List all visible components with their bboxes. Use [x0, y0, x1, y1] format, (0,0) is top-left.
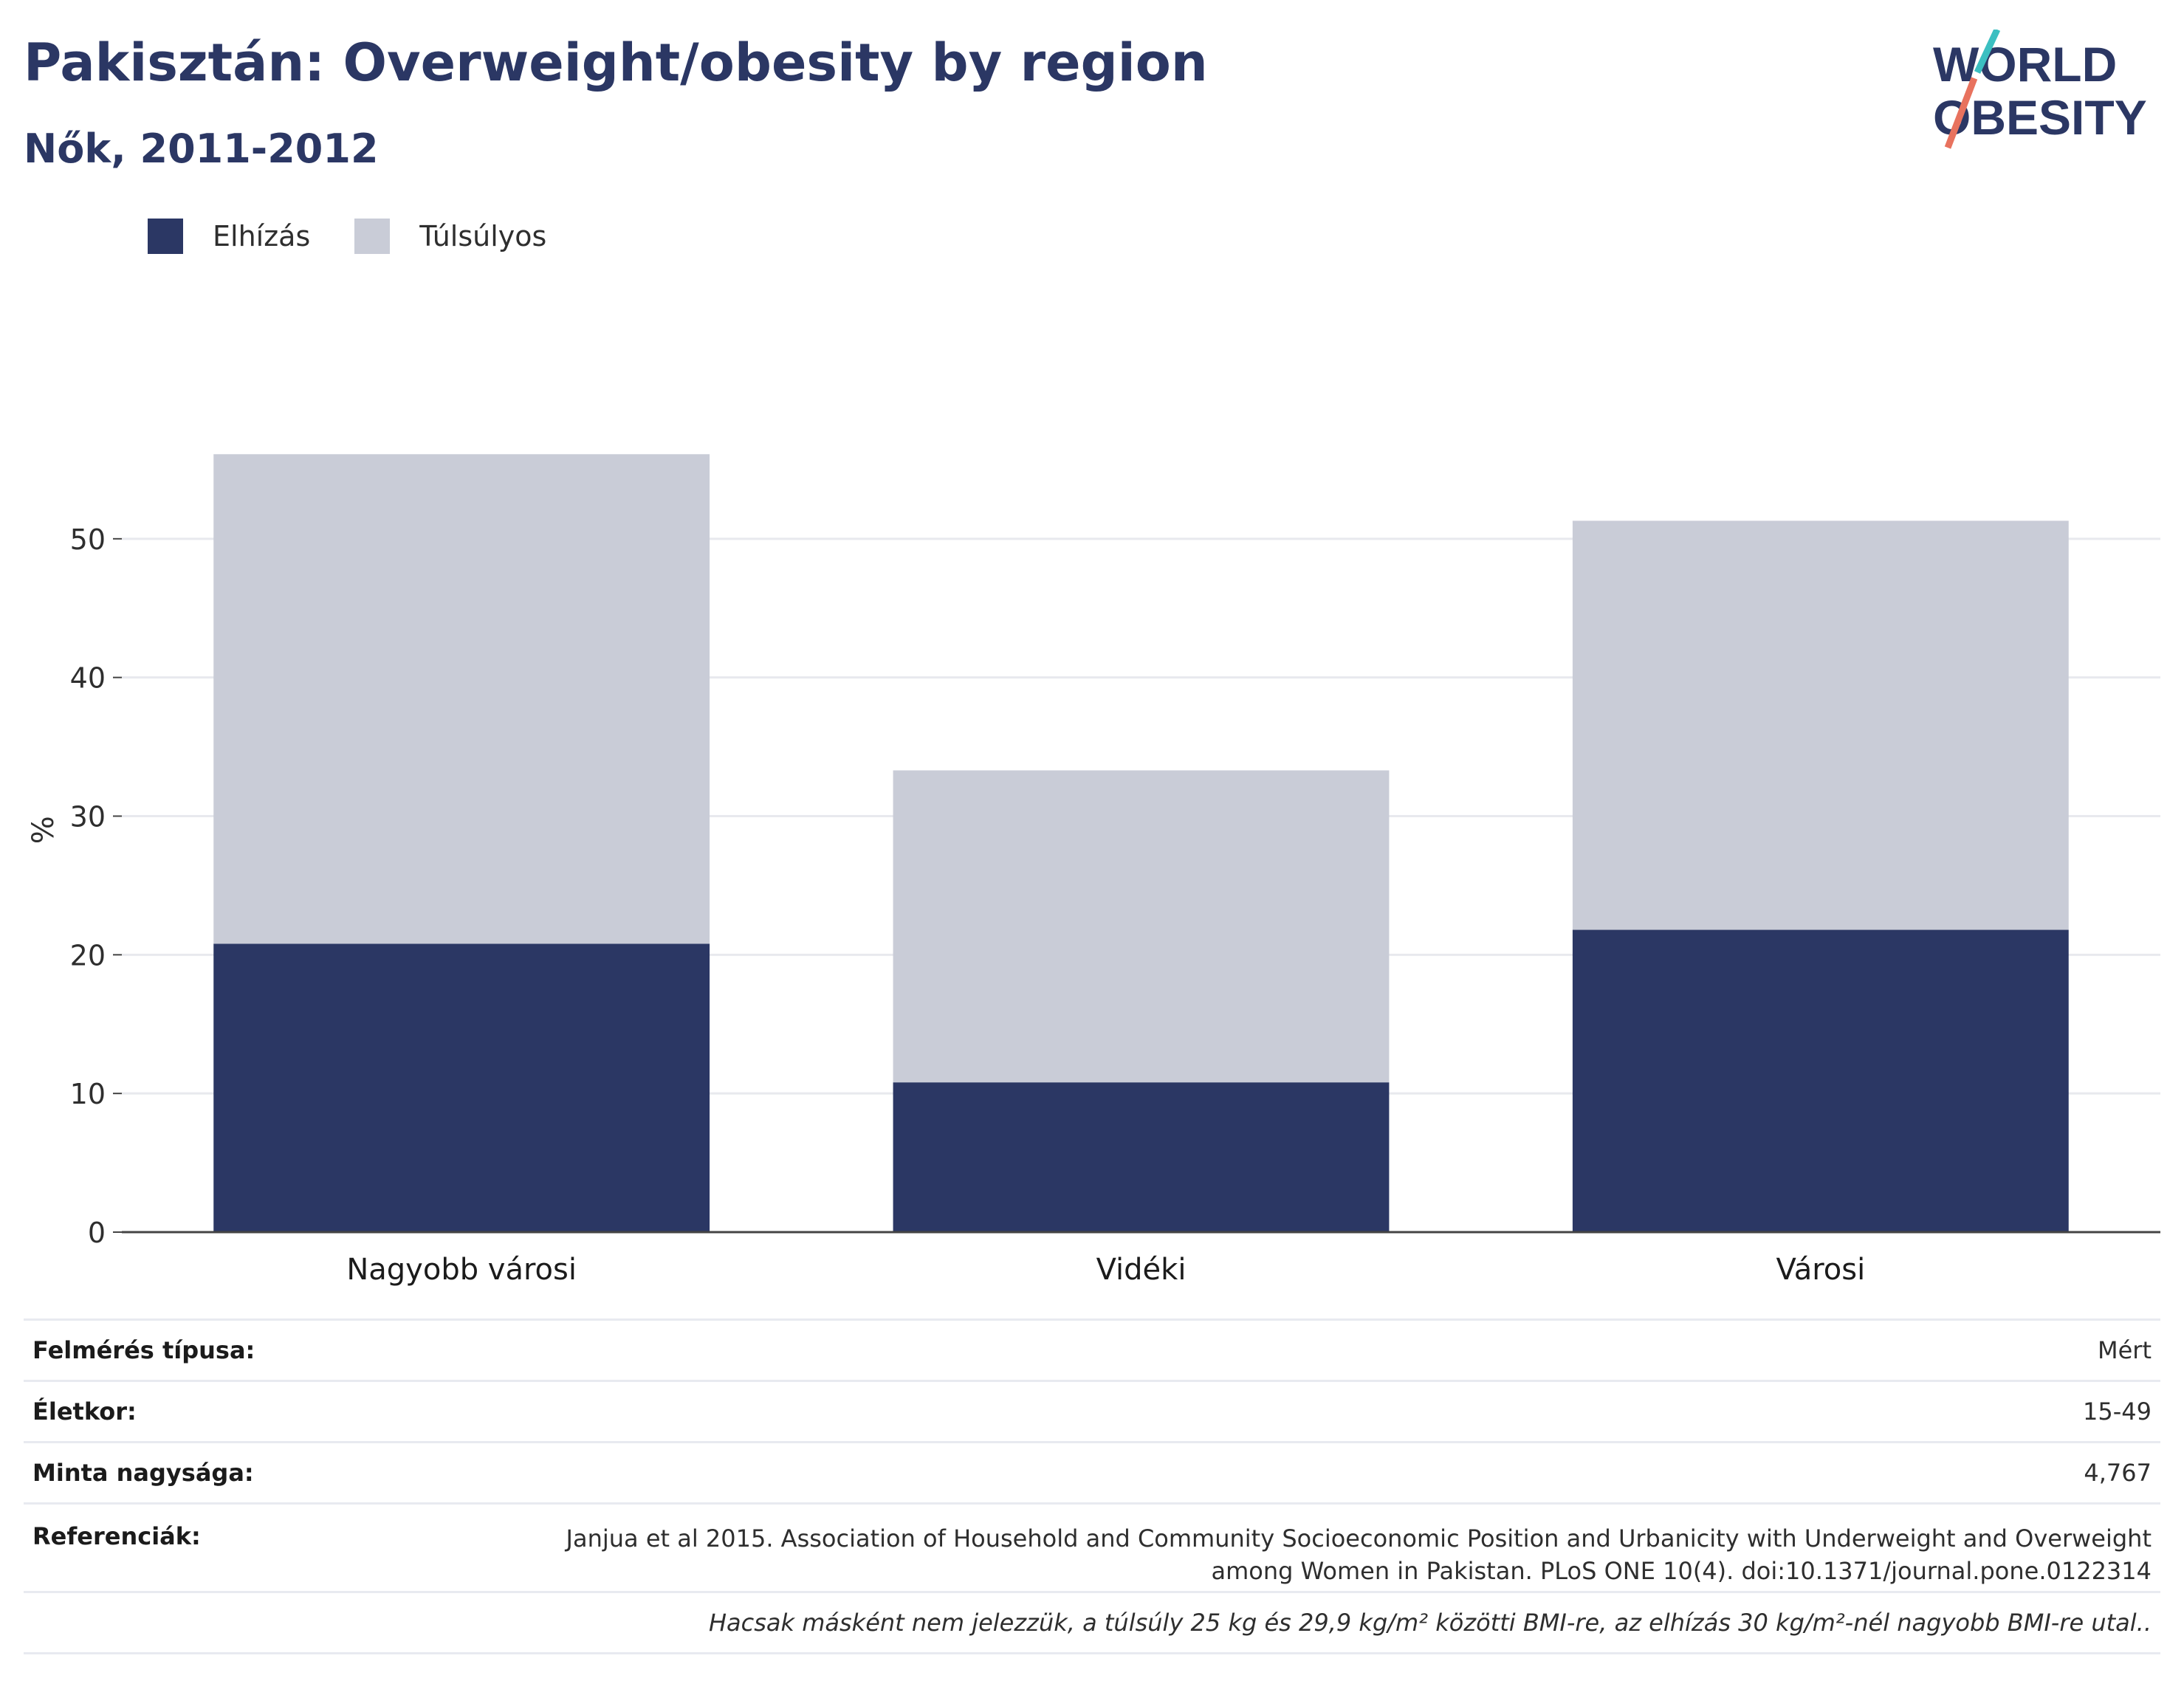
info-row-sample-size: Minta nagysága: 4,767 [24, 1441, 2160, 1502]
survey-type-value: Mért [2098, 1336, 2152, 1364]
y-tick-label-40: 40 [70, 662, 106, 695]
references-label: Referenciák: [32, 1522, 201, 1550]
definition-note: Hacsak másként nem jelezzük, a túlsúly 2… [708, 1609, 2152, 1637]
age-label: Életkor: [32, 1397, 137, 1426]
bar-obesity-1 [893, 1082, 1390, 1232]
y-tick-label-0: 0 [88, 1217, 106, 1249]
info-row-references: Referenciák: Janjua et al 2015. Associat… [24, 1502, 2160, 1591]
y-tick-label-10: 10 [70, 1078, 106, 1110]
info-row-survey-type: Felmérés típusa: Mért [24, 1318, 2160, 1380]
bar-obesity-0 [213, 943, 710, 1232]
legend-swatch-overweight [354, 219, 391, 254]
x-tick-label-0: Nagyobb városi [346, 1253, 577, 1287]
y-tick-label-30: 30 [70, 801, 106, 833]
x-tick-label-2: Városi [1776, 1253, 1865, 1287]
bar-chart: 0 10 20 30 40 50% Nagyobb városi Vidéki Városi [27, 454, 2160, 1287]
sample-size-label: Minta nagysága: [32, 1459, 254, 1487]
bar-overweight-2 [1572, 520, 2069, 930]
y-tick-label-20: 20 [70, 939, 106, 972]
age-value: 15-49 [2083, 1397, 2152, 1426]
y-tick-label-50: 50 [70, 523, 106, 556]
bar-obesity-2 [1572, 929, 2069, 1232]
legend-item-obesity: Elhízás [148, 219, 310, 254]
logo-line1: WORLD [1933, 37, 2117, 92]
survey-type-label: Felmérés típusa: [32, 1336, 255, 1364]
info-row-age: Életkor: 15-49 [24, 1380, 2160, 1441]
logo-slash-teal [1974, 30, 2001, 74]
chart-legend: Elhízás Túlsúlyos [148, 219, 591, 254]
legend-swatch-obesity [148, 219, 183, 254]
logo-slash-coral [1944, 77, 1978, 149]
legend-item-overweight: Túlsúlyos [354, 219, 546, 254]
info-row-note: Hacsak másként nem jelezzük, a túlsúly 2… [24, 1591, 2160, 1654]
bar-overweight-0 [213, 454, 710, 944]
chart-title: Pakisztán: Overweight/obesity by region [24, 32, 1208, 93]
world-obesity-logo: WORLD OBESITY [1933, 30, 2147, 149]
bar-overweight-1 [893, 770, 1390, 1083]
legend-label-overweight: Túlsúlyos [419, 220, 547, 252]
info-table: Felmérés típusa: Mért Életkor: 15-49 Min… [24, 1318, 2160, 1654]
legend-label-obesity: Elhízás [213, 220, 311, 252]
sample-size-value: 4,767 [2084, 1459, 2152, 1487]
y-axis-label: % [27, 816, 61, 844]
x-tick-label-1: Vidéki [1096, 1253, 1187, 1287]
chart-subtitle: Nők, 2011-2012 [24, 126, 379, 172]
references-value: Janjua et al 2015. Association of Househ… [566, 1524, 2152, 1585]
